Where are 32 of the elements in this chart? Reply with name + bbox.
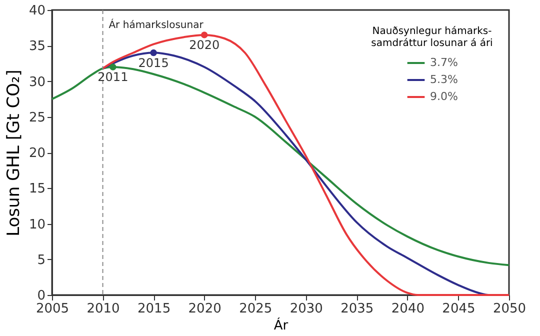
- point: [200, 32, 208, 38]
- x-tick-label: 2005: [36, 302, 70, 316]
- x-tick-label: 2020: [188, 302, 222, 316]
- x-tick-label: 2035: [340, 302, 374, 316]
- x-tick-label: 2050: [492, 302, 526, 316]
- x-tick-label: 2010: [86, 302, 120, 316]
- legend-label: 9.0%: [430, 90, 458, 103]
- x-tick-label: 2045: [442, 302, 476, 316]
- annotation: 2015: [138, 56, 169, 70]
- y-tick-label: 20: [28, 146, 46, 161]
- x-tick-label: 2040: [391, 302, 424, 316]
- x-tick-label: 2015: [138, 302, 171, 316]
- y-tick-label: 35: [28, 39, 46, 54]
- point: [150, 49, 157, 56]
- x-tick-label: 2025: [239, 302, 272, 316]
- legend-title: Nauðsynlegur hámarks- samdráttur losunar á ári: [371, 26, 493, 49]
- legend-label: 5.3%: [430, 73, 458, 86]
- x-axis-title: Ár: [274, 316, 289, 334]
- y-tick-label: 40: [28, 4, 46, 18]
- y-tick-label: 10: [28, 217, 46, 232]
- point: [110, 64, 116, 70]
- ref-line-label: Ár hámarkslosunar: [108, 18, 204, 31]
- y-tick-label: 5: [37, 252, 46, 268]
- legend-label: 3.7%: [430, 56, 458, 69]
- y-tick-label: 30: [28, 74, 46, 90]
- annotation: 2011: [98, 70, 128, 84]
- y-tick-label: 0: [37, 288, 46, 304]
- x-tick-label: 2030: [290, 302, 323, 316]
- y-axis-title: Losun GHL [Gt CO₂]: [4, 70, 24, 236]
- y-tick-label: 15: [28, 182, 46, 197]
- y-tick-label: 25: [28, 110, 46, 126]
- annotation: 2020: [189, 38, 220, 52]
